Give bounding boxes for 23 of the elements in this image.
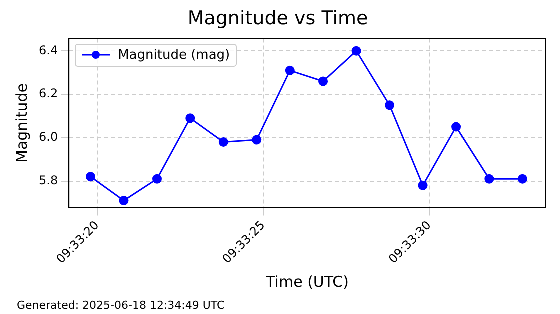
point — [318, 76, 328, 86]
point — [285, 66, 295, 76]
point — [119, 196, 129, 206]
y-tick-label: 6.0 — [38, 130, 58, 144]
point — [218, 137, 228, 147]
point — [518, 174, 528, 184]
text: Generated: 2025-06-18 12:34:49 UTC — [17, 299, 226, 312]
point — [152, 174, 162, 184]
point — [385, 100, 395, 110]
y-tick-label: 6.2 — [38, 86, 58, 101]
legend-label: Magnitude (mag) — [118, 48, 230, 63]
point — [186, 114, 196, 124]
point — [352, 46, 362, 56]
point — [252, 135, 262, 145]
point — [484, 174, 494, 184]
chart-title: Magnitude vs Time — [188, 7, 368, 30]
point — [418, 180, 428, 190]
point — [452, 122, 462, 132]
y-axis-title: Magnitude — [12, 84, 31, 163]
point — [86, 172, 96, 182]
x-axis-title: Time (UTC) — [265, 272, 350, 291]
y-tick-label: 5.8 — [38, 173, 58, 188]
y-tick-label: 6.4 — [38, 43, 58, 58]
